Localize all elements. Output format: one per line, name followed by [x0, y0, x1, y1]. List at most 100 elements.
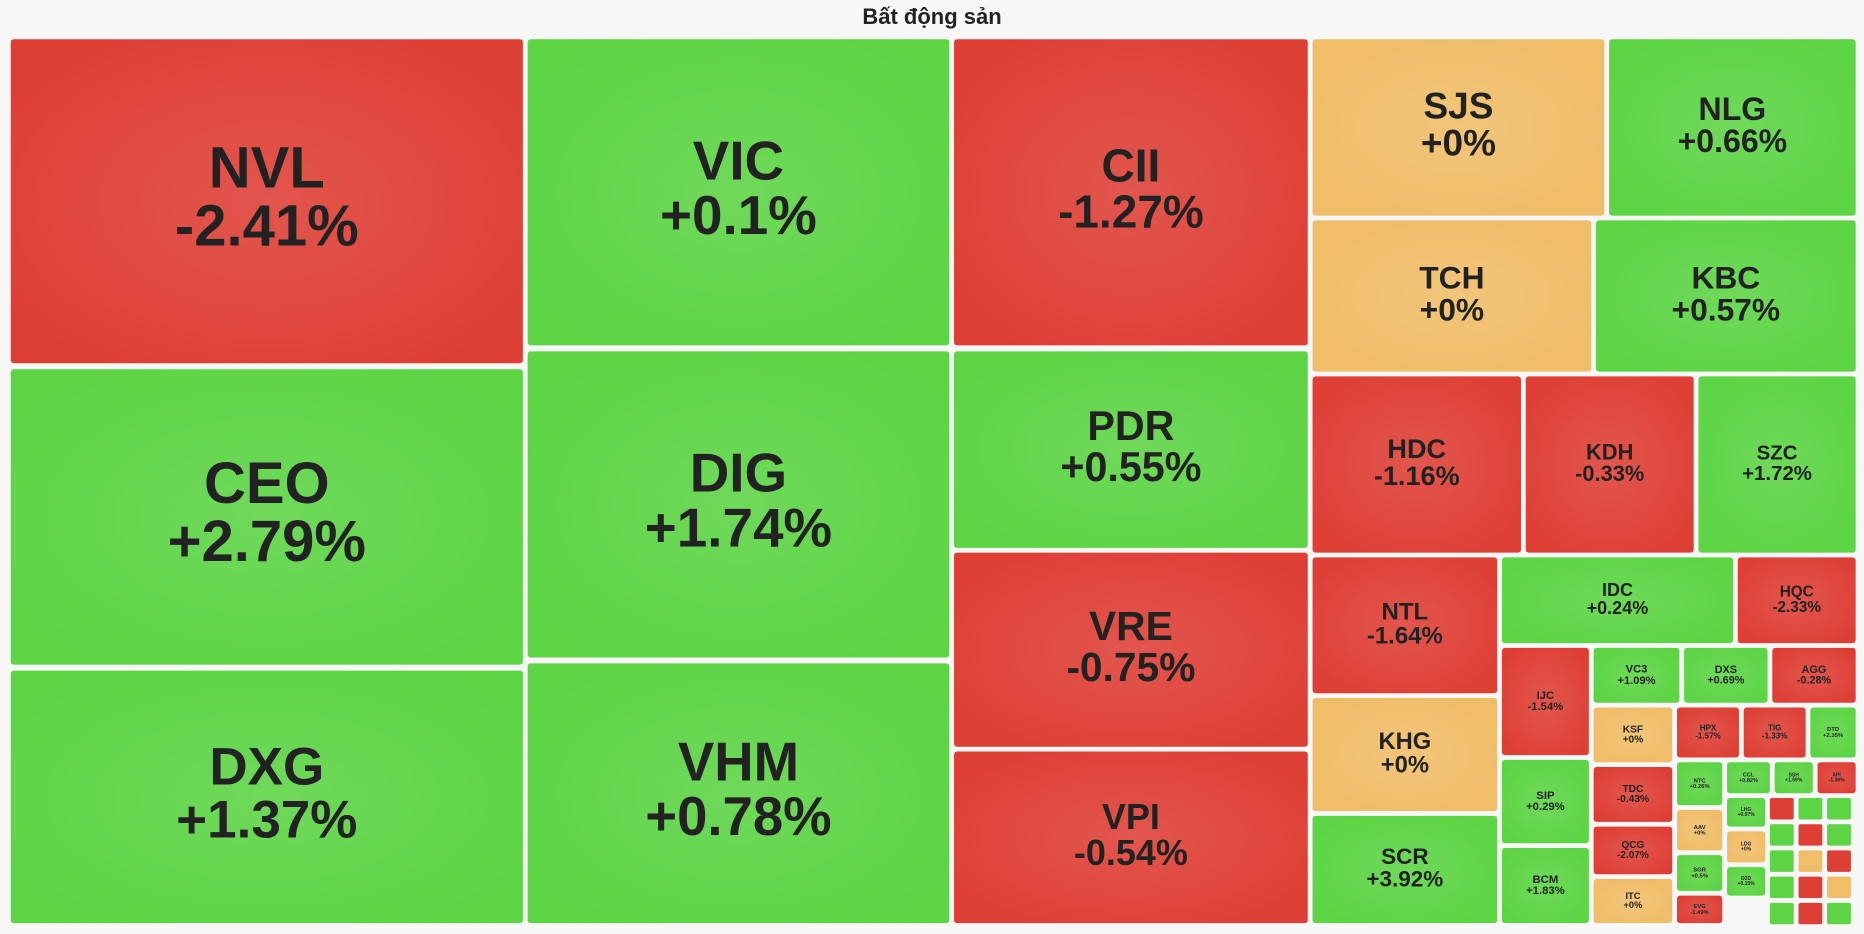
tile-name: SJS [1423, 85, 1493, 127]
tile-glow [1684, 647, 1768, 703]
tile: NLG+0.66% [1609, 39, 1856, 216]
tile-change: +0% [1421, 122, 1496, 164]
tile: HDC-1.16% [1312, 376, 1521, 553]
tile-name: PDR [1087, 403, 1174, 449]
tile: DTD+2.35% [1810, 707, 1856, 758]
tile-glow [1312, 376, 1521, 553]
tile: SJS+0% [1312, 39, 1605, 216]
tile-change: +0.26% [1690, 784, 1711, 790]
tile: VC3+1.09% [1593, 647, 1680, 703]
tile: CEO+2.79% [10, 369, 523, 665]
tile-glow [1727, 762, 1770, 794]
tile: SSH+1.69% [1774, 762, 1813, 794]
tile-change: +0.24% [1587, 598, 1649, 618]
small-tile [1827, 798, 1851, 820]
tile-glow [1727, 831, 1766, 863]
tile-change: +0.15% [1738, 881, 1756, 887]
small-tile [1769, 902, 1794, 925]
tile-glow [1593, 647, 1680, 703]
small-tile [1798, 902, 1823, 925]
tile-name: NVL [209, 136, 325, 201]
tile-name: HQC [1780, 584, 1814, 601]
tile-name: D2D [1741, 876, 1751, 882]
small-tile [1769, 824, 1794, 846]
small-tile [1827, 902, 1851, 925]
tile-glow [1593, 707, 1673, 763]
tile: VRE-0.75% [954, 552, 1308, 747]
small-tile [1798, 798, 1823, 820]
tile-change: +1.74% [645, 496, 832, 558]
tile-glow [1677, 895, 1723, 924]
tile-change: +0% [1694, 831, 1707, 837]
tile-change: +0% [1381, 752, 1429, 779]
tile-glow [527, 351, 950, 658]
tile-change: +0.1% [660, 184, 817, 246]
tile: HPX-1.57% [1677, 707, 1739, 758]
tile-name: EVG [1694, 904, 1707, 910]
tile-name: LDG [1741, 842, 1752, 848]
tile-change: -2.41% [175, 194, 359, 259]
tile-change: +0.69% [1707, 675, 1744, 687]
tile: CCL+0.82% [1727, 762, 1770, 794]
tile-name: DIG [690, 441, 787, 503]
tile-change: -1.57% [1695, 732, 1721, 741]
small-tile [1798, 824, 1823, 846]
tile-glow [1312, 220, 1592, 372]
tile-name: DTD [1827, 727, 1839, 733]
tile: NVL-2.41% [10, 39, 523, 364]
tile-name: KDH [1586, 439, 1633, 464]
tile-glow [1501, 759, 1589, 844]
tile-change: -2.33% [1772, 599, 1821, 616]
tile-glow [1596, 220, 1856, 372]
tile: AGG-0.28% [1772, 647, 1856, 703]
small-tile [1769, 850, 1794, 872]
tile-glow [527, 39, 950, 346]
tile-change: -0.43% [1617, 794, 1649, 805]
tile: QCG-2.07% [1593, 826, 1673, 875]
tile-glow [1772, 647, 1856, 703]
tile-glow [1727, 867, 1766, 896]
tile-name: SSH [1789, 773, 1800, 779]
tile-name: SIP [1536, 790, 1555, 802]
tile: AAV+0% [1677, 809, 1723, 851]
tile: KSF+0% [1593, 707, 1673, 763]
tile-change: +0.29% [1526, 801, 1565, 813]
tile-glow [1593, 878, 1673, 924]
tile-glow [527, 663, 950, 924]
tile-name: AGG [1802, 664, 1827, 676]
tile-change: +0% [1624, 900, 1643, 910]
tile-name: VIC [693, 129, 784, 191]
tile-glow [1501, 647, 1589, 756]
tile-change: -2.07% [1617, 850, 1649, 861]
tile: HQC-2.33% [1737, 557, 1856, 644]
small-tile [1769, 798, 1794, 820]
tile-glow [1677, 855, 1723, 891]
tile: TDC-0.43% [1593, 767, 1673, 822]
tile: NTL-1.64% [1312, 557, 1498, 694]
chart-title: Bất động sản [862, 4, 1001, 29]
tile-change: +3.92% [1366, 867, 1443, 892]
tile: DXG+1.37% [10, 670, 523, 924]
tile-glow [1312, 815, 1498, 924]
tile-glow [954, 552, 1308, 747]
tile: DXS+0.69% [1684, 647, 1768, 703]
tile-glow [1727, 798, 1766, 827]
tile-glow [954, 39, 1308, 346]
tile: SGR+0.5% [1677, 855, 1723, 891]
tile-change: +1.69% [1785, 778, 1803, 784]
tile-change: +0.5% [1691, 874, 1709, 880]
tile: TIG-1.33% [1743, 707, 1806, 758]
tile-name: NLG [1699, 91, 1767, 127]
tile-glow [10, 670, 523, 924]
tile-name: SZC [1757, 443, 1798, 465]
small-tile [1827, 876, 1851, 899]
tile-change: +0.55% [1060, 444, 1201, 490]
tile-glow [1677, 707, 1739, 758]
tile-change: +0.78% [645, 786, 831, 847]
tile: VIC+0.1% [527, 39, 950, 346]
tile-name: ITC [1625, 891, 1640, 901]
tile-glow [1312, 39, 1605, 216]
tile-glow [10, 369, 523, 665]
tile-glow [1593, 767, 1673, 822]
tile: IJC-1.54% [1501, 647, 1589, 756]
